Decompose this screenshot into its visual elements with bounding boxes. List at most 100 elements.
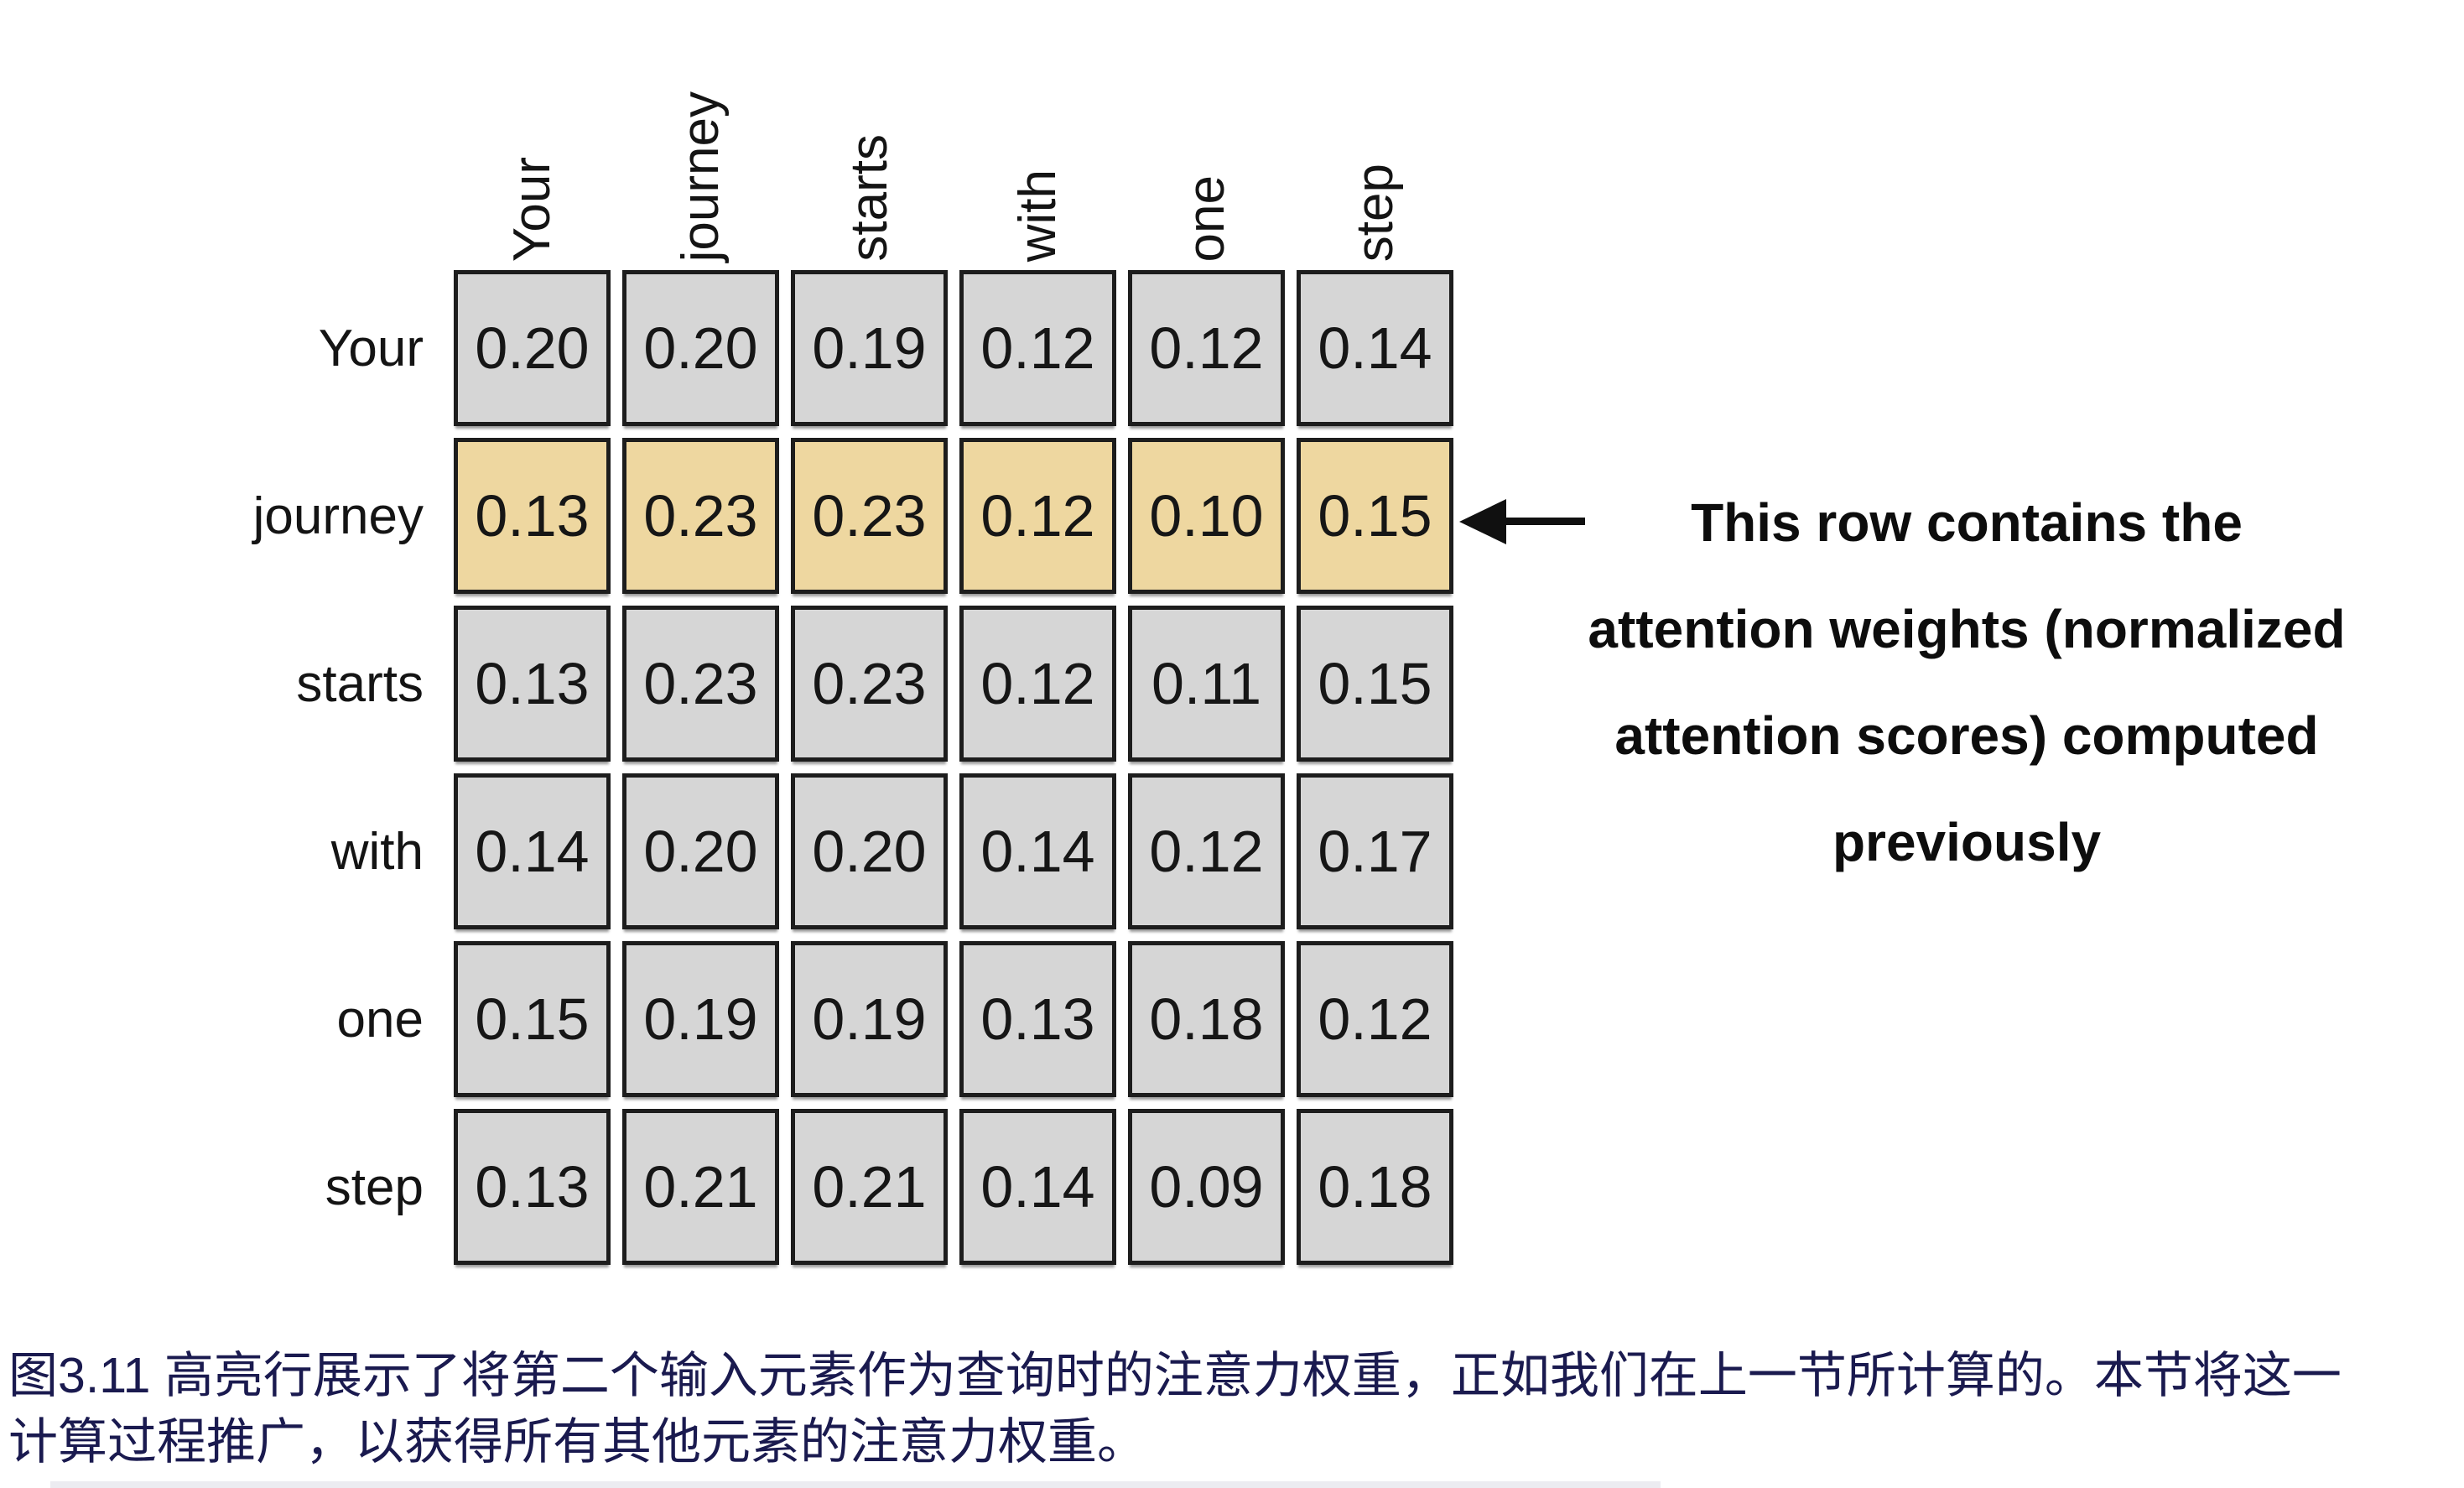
- matrix-cell-step-starts: 0.21: [791, 1109, 948, 1265]
- column-header-with: with: [959, 0, 1116, 262]
- column-header-journey: journey: [622, 0, 779, 262]
- matrix-cell-Your-starts: 0.19: [791, 270, 948, 426]
- cell-value: 0.14: [980, 819, 1095, 884]
- matrix-cell-journey-one: 0.10: [1128, 438, 1285, 594]
- cell-value: 0.12: [980, 483, 1095, 549]
- matrix-cell-step-with: 0.14: [959, 1109, 1116, 1265]
- matrix-cell-Your-Your: 0.20: [454, 270, 611, 426]
- column-header-label: starts: [840, 134, 898, 262]
- left-arrow-icon: [1459, 499, 1506, 544]
- cell-value: 0.21: [812, 1154, 927, 1220]
- matrix-cell-journey-step: 0.15: [1297, 438, 1453, 594]
- cell-value: 0.11: [1151, 651, 1262, 716]
- cell-value: 0.15: [1318, 651, 1432, 716]
- annotation-line-3: attention scores) computed: [1614, 705, 2319, 766]
- annotation-line-2: attention weights (normalized: [1588, 599, 2346, 659]
- column-header-label: journey: [671, 91, 730, 262]
- matrix-cell-with-Your: 0.14: [454, 773, 611, 929]
- matrix-cell-one-step: 0.12: [1297, 941, 1453, 1097]
- cell-value: 0.20: [643, 819, 758, 884]
- arrow-shaft: [1504, 518, 1585, 525]
- column-header-starts: starts: [791, 0, 948, 262]
- cell-value: 0.13: [475, 483, 590, 549]
- row-label-text: Your: [318, 319, 424, 377]
- row-label-journey: journey: [0, 438, 424, 594]
- matrix-cell-with-starts: 0.20: [791, 773, 948, 929]
- cell-value: 0.13: [980, 986, 1095, 1052]
- column-header-one: one: [1128, 0, 1285, 262]
- cell-value: 0.23: [643, 651, 758, 716]
- cell-value: 0.23: [812, 483, 927, 549]
- caption-line-2: 计算过程推广，以获得所有其他元素的注意力权重。: [8, 1414, 1147, 1470]
- matrix-cell-one-one: 0.18: [1128, 941, 1285, 1097]
- row-label-text: starts: [296, 654, 424, 713]
- row-label-with: with: [0, 773, 424, 929]
- matrix-cell-one-Your: 0.15: [454, 941, 611, 1097]
- figure-caption: 图3.11 高亮行展示了将第二个输入元素作为查询时的注意力权重，正如我们在上一节…: [8, 1343, 2457, 1475]
- row-label-text: with: [330, 822, 424, 881]
- matrix-cell-journey-Your: 0.13: [454, 438, 611, 594]
- cell-value: 0.19: [812, 315, 927, 381]
- cell-value: 0.21: [643, 1154, 758, 1220]
- matrix-cell-starts-Your: 0.13: [454, 606, 611, 762]
- matrix-cell-step-one: 0.09: [1128, 1109, 1285, 1265]
- row-label-step: step: [0, 1109, 424, 1265]
- matrix-cell-step-Your: 0.13: [454, 1109, 611, 1265]
- cell-value: 0.20: [812, 819, 927, 884]
- matrix-cell-Your-one: 0.12: [1128, 270, 1285, 426]
- cell-value: 0.17: [1318, 819, 1432, 884]
- matrix-cell-with-with: 0.14: [959, 773, 1116, 929]
- matrix-cell-starts-starts: 0.23: [791, 606, 948, 762]
- matrix-cell-with-journey: 0.20: [622, 773, 779, 929]
- cell-value: 0.13: [475, 1154, 590, 1220]
- matrix-cell-one-starts: 0.19: [791, 941, 948, 1097]
- cell-value: 0.20: [475, 315, 590, 381]
- cell-value: 0.18: [1318, 1154, 1432, 1220]
- row-label-one: one: [0, 941, 424, 1097]
- matrix-cell-one-with: 0.13: [959, 941, 1116, 1097]
- row-label-text: step: [325, 1158, 424, 1216]
- cell-value: 0.19: [643, 986, 758, 1052]
- matrix-cell-journey-starts: 0.23: [791, 438, 948, 594]
- cell-value: 0.14: [1318, 315, 1432, 381]
- cell-value: 0.23: [812, 651, 927, 716]
- row-label-text: journey: [252, 486, 424, 545]
- matrix-cell-Your-journey: 0.20: [622, 270, 779, 426]
- matrix-cell-starts-journey: 0.23: [622, 606, 779, 762]
- row-label-Your: Your: [0, 270, 424, 426]
- cell-value: 0.12: [1318, 986, 1432, 1052]
- annotation-line-4: previously: [1832, 812, 2102, 872]
- column-header-step: step: [1297, 0, 1453, 262]
- matrix-cell-with-one: 0.12: [1128, 773, 1285, 929]
- cell-value: 0.12: [1149, 819, 1264, 884]
- cell-value: 0.12: [1149, 315, 1264, 381]
- caption-line-1: 图3.11 高亮行展示了将第二个输入元素作为查询时的注意力权重，正如我们在上一节…: [8, 1348, 2342, 1403]
- matrix-cell-step-journey: 0.21: [622, 1109, 779, 1265]
- matrix-cell-Your-step: 0.14: [1297, 270, 1453, 426]
- column-header-label: Your: [502, 156, 561, 262]
- matrix-cell-journey-journey: 0.23: [622, 438, 779, 594]
- cell-value: 0.15: [1318, 483, 1432, 549]
- column-header-label: step: [1345, 163, 1404, 262]
- matrix-cell-one-journey: 0.19: [622, 941, 779, 1097]
- annotation-text: This row contains the attention weights (…: [1501, 470, 2432, 896]
- cell-value: 0.09: [1149, 1154, 1264, 1220]
- column-header-label: one: [1177, 174, 1235, 262]
- cell-value: 0.10: [1149, 483, 1264, 549]
- matrix-cell-starts-one: 0.11: [1128, 606, 1285, 762]
- column-header-label: with: [1008, 169, 1067, 262]
- cell-value: 0.18: [1149, 986, 1264, 1052]
- cell-value: 0.23: [643, 483, 758, 549]
- cell-value: 0.19: [812, 986, 927, 1052]
- column-header-Your: Your: [454, 0, 611, 262]
- cell-value: 0.13: [475, 651, 590, 716]
- cropped-text-artifact: [50, 1481, 1661, 1488]
- annotation-line-1: This row contains the: [1691, 492, 2243, 553]
- cell-value: 0.20: [643, 315, 758, 381]
- matrix-cell-starts-with: 0.12: [959, 606, 1116, 762]
- row-label-text: one: [336, 990, 424, 1048]
- matrix-cell-journey-with: 0.12: [959, 438, 1116, 594]
- cell-value: 0.14: [475, 819, 590, 884]
- cell-value: 0.12: [980, 315, 1095, 381]
- matrix-cell-with-step: 0.17: [1297, 773, 1453, 929]
